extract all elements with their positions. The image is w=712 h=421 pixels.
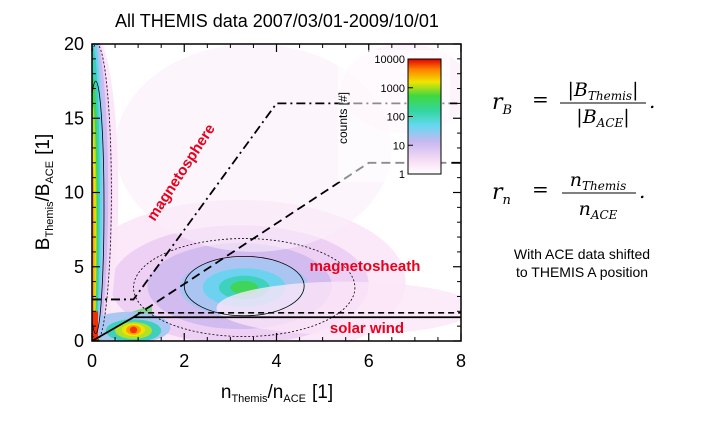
- colorbar-ticks: 10000 1000 100 10 1: [374, 54, 413, 181]
- formula-rB: rB = |BThemis| |BACE| .: [490, 78, 680, 130]
- colorbar-tick-label: 100: [387, 112, 405, 124]
- chart-title: All THEMIS data 2007/03/01-2009/10/01: [115, 11, 439, 31]
- svg-text:nACE: nACE: [579, 198, 618, 222]
- colorbar-tick-label: 10: [393, 140, 405, 152]
- y-axis-label: BThemis/BACE[1]: [33, 134, 56, 250]
- colorbar-gradient: [407, 58, 442, 175]
- x-tick-label: 6: [364, 351, 374, 371]
- colorbar-tick-label: 1: [399, 169, 405, 181]
- contour-magnetosheath-inner: [183, 255, 305, 317]
- x-axis-label: nThemis/nACE [1]: [221, 382, 333, 405]
- side-note: With ACE data shifted to THEMIS A positi…: [482, 245, 682, 281]
- colorbar-tick-label: 1000: [381, 83, 405, 95]
- x-tick-label: 0: [87, 351, 97, 371]
- y-tick-label: 5: [74, 257, 84, 277]
- svg-text:nThemis: nThemis: [570, 169, 626, 193]
- region-label-solar-wind: solar wind: [330, 320, 404, 337]
- density-band-solar-wind-core: [129, 326, 138, 334]
- colorbar-tick-label: 10000: [374, 54, 405, 66]
- y-axis: 0 5 10 15 20: [64, 34, 461, 351]
- side-note-line-1: With ACE data shifted: [513, 246, 651, 262]
- density-band-upper-haze: [115, 44, 392, 252]
- contour-magnetosheath-outer: [133, 238, 356, 337]
- x-tick-label: 2: [179, 351, 189, 371]
- density-band-solar-wind-tail: [216, 281, 461, 336]
- y-tick-label: 15: [64, 108, 84, 128]
- svg-text:|BACE|: |BACE|: [576, 106, 629, 130]
- svg-text:.: .: [649, 89, 655, 113]
- region-label-magnetosheath: magnetosheath: [310, 258, 421, 275]
- colorbar-label: counts [#]: [336, 92, 350, 144]
- plot-area: [91, 43, 462, 342]
- formula-rn: rn = nThemis nACE .: [490, 168, 680, 224]
- svg-text:rn: rn: [492, 180, 511, 208]
- svg-text:=: =: [532, 177, 549, 201]
- y-tick-label: 0: [74, 331, 84, 351]
- svg-text:rB: rB: [492, 90, 512, 118]
- y-tick-label: 20: [64, 34, 84, 54]
- colorbar: 10000 1000 100 10 1 counts [#]: [336, 50, 450, 182]
- contour-magnetosphere-outer: [92, 44, 112, 341]
- y-tick-label: 10: [64, 183, 84, 203]
- contour-magnetosphere-inner: [92, 80, 105, 334]
- svg-text:.: .: [639, 179, 645, 203]
- boundary-dash-dot: [92, 102, 461, 301]
- x-tick-label: 4: [271, 351, 281, 371]
- svg-text:|BThemis|: |BThemis|: [568, 79, 639, 103]
- svg-text:=: =: [532, 87, 549, 111]
- side-note-line-2: to THEMIS A position: [515, 264, 649, 280]
- x-tick-label: 8: [456, 351, 466, 371]
